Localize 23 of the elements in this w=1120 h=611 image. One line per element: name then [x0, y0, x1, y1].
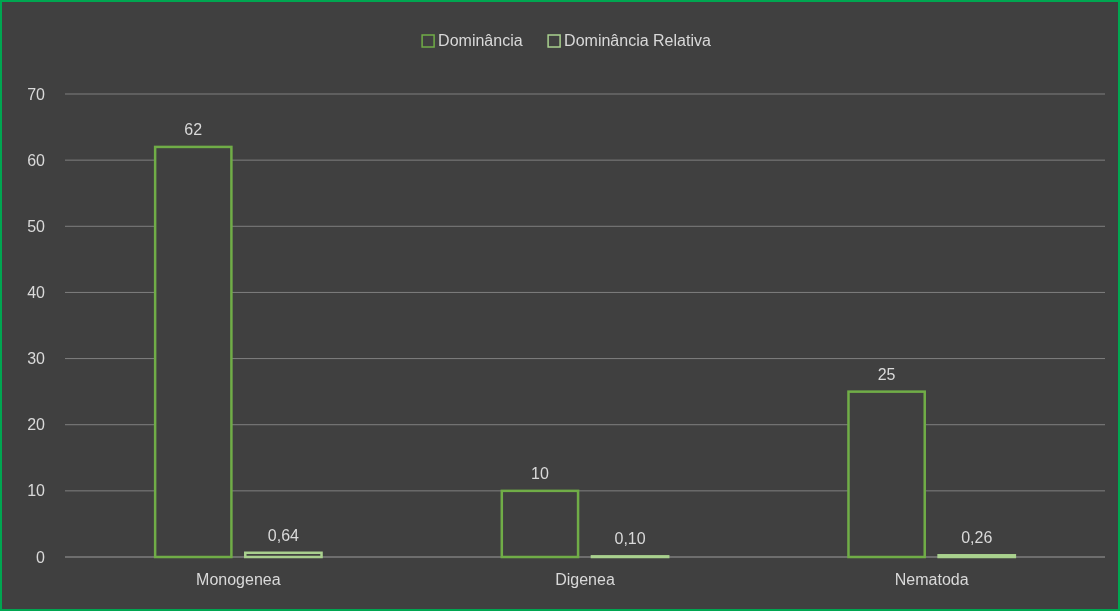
data-label: 10	[531, 464, 549, 482]
data-label: 25	[877, 365, 896, 383]
bar	[153, 145, 233, 559]
y-tick-label: 40	[27, 284, 46, 302]
y-tick-label: 70	[27, 85, 46, 103]
y-tick-label: 0	[36, 548, 46, 566]
bar	[244, 551, 323, 559]
x-tick-label: Monogenea	[196, 571, 281, 588]
legend-label: Dominância	[438, 32, 523, 49]
legend-label: Dominância Relativa	[564, 32, 711, 49]
y-tick-label: 60	[27, 151, 46, 169]
y-tick-label: 10	[27, 482, 46, 500]
data-label: 62	[184, 120, 203, 138]
bar	[500, 489, 580, 559]
x-tick-label: Nematoda	[894, 571, 969, 588]
y-tick-label: 30	[27, 350, 46, 368]
y-tick-label: 20	[27, 416, 46, 434]
y-tick-label: 50	[27, 217, 46, 235]
data-label: 0,26	[961, 529, 993, 547]
x-tick-label: Digenea	[555, 571, 615, 588]
bar	[847, 390, 926, 559]
data-label: 0,64	[267, 526, 300, 544]
data-label: 0,10	[614, 530, 646, 548]
